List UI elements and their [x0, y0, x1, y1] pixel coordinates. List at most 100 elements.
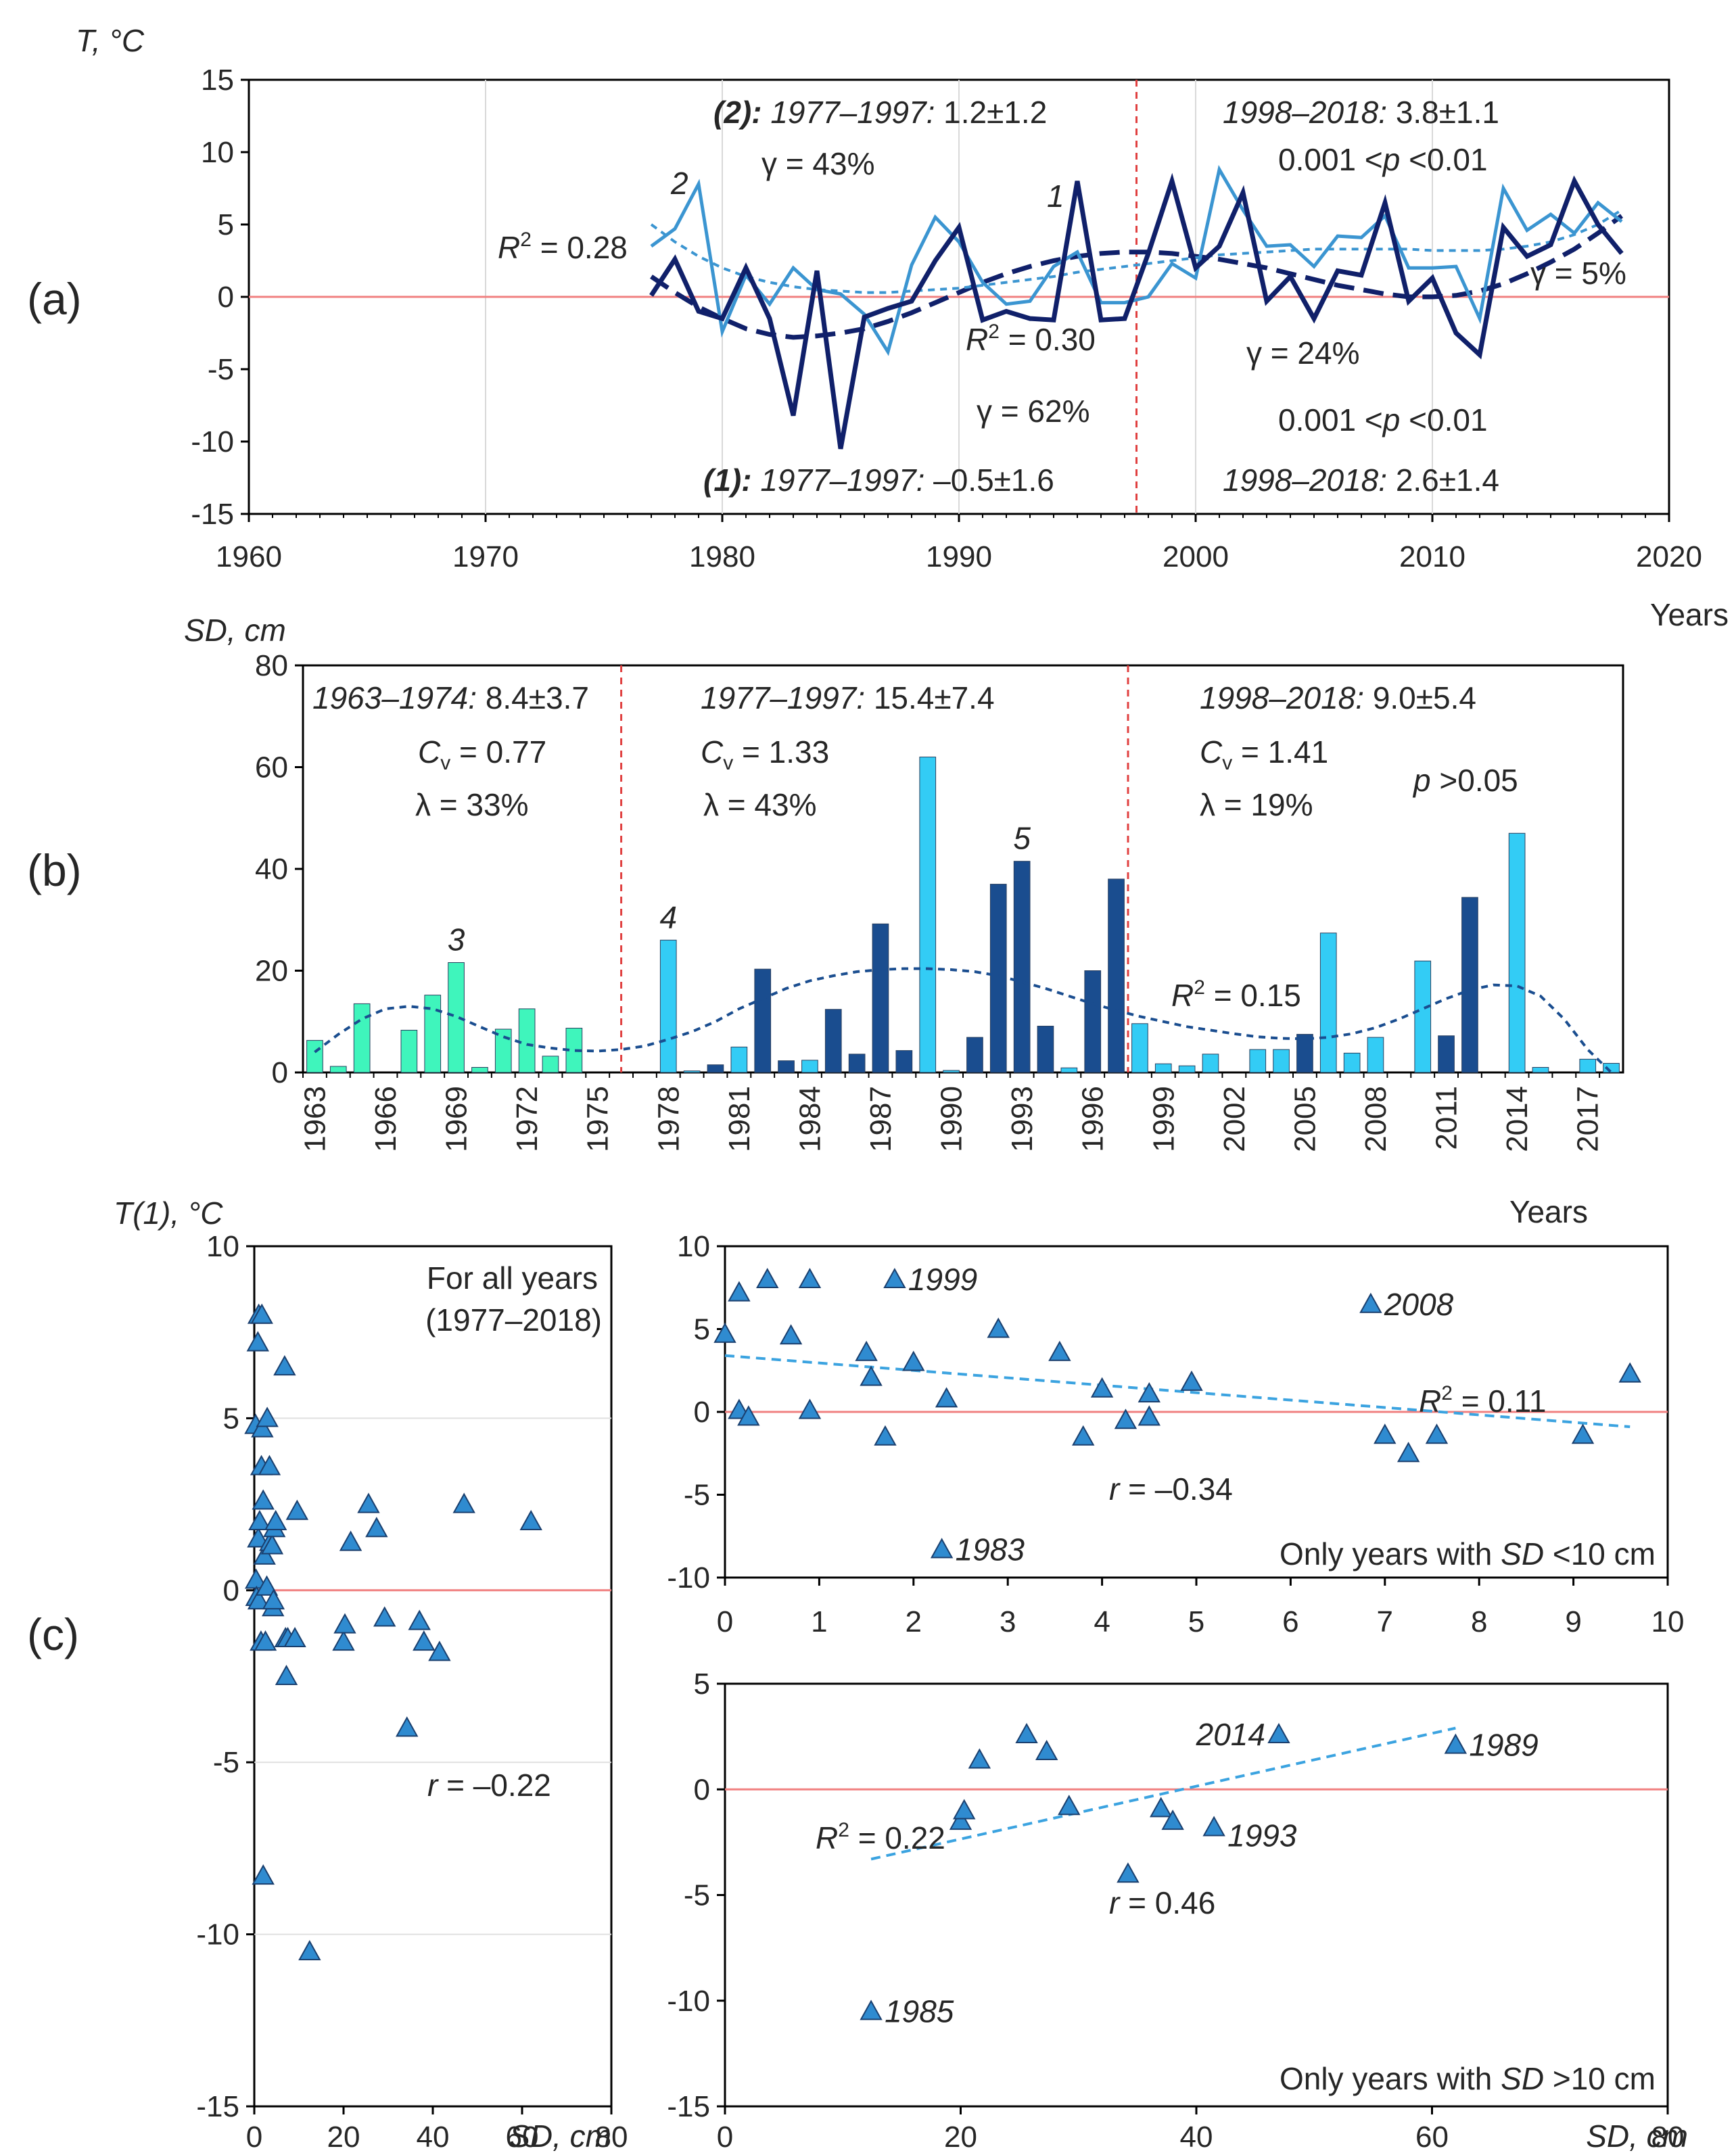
bar-1988: [895, 1050, 913, 1073]
panel-b-ylabel: SD, cm: [184, 613, 286, 648]
panel-c1-xtick-label: 40: [417, 2121, 450, 2153]
point-label-1985: 1985: [885, 1993, 954, 2029]
series-1-trend-line: [650, 214, 1624, 340]
panel-c3-xlabel: SD, cm: [1586, 2119, 1688, 2153]
bar-1993: [1013, 861, 1031, 1073]
scatter-point: [365, 1517, 388, 1538]
scatter-point: [332, 1630, 355, 1651]
scatter-point: [1267, 1722, 1290, 1743]
series-2-period1-gamma: γ = 43%: [761, 146, 875, 181]
scatter-point: [1090, 1377, 1114, 1398]
bar-2000: [1178, 1065, 1196, 1073]
ytick-label: 5: [694, 1667, 710, 1701]
panel-c1-title-line1: For all years: [427, 1260, 598, 1296]
panel-c1-ytick-label: -5: [213, 1746, 239, 1779]
xtick-label: 8: [1471, 1605, 1487, 1638]
series-1-r2: R2 = 0.30: [966, 321, 1096, 357]
scatter-point: [860, 2000, 883, 2020]
bar-1981: [730, 1046, 748, 1073]
scatter-point: [1618, 1362, 1641, 1383]
panel-b-xtick-label: 2002: [1218, 1086, 1251, 1152]
panel-c1-gridlines: [254, 1417, 611, 1935]
panel-b-xtick-label: 1972: [511, 1086, 544, 1152]
panel-b-xtick-label: 1966: [369, 1086, 402, 1152]
period2-header: 1977–1997: 15.4±7.4: [701, 680, 995, 715]
scatter-point: [860, 1365, 883, 1386]
scatter-point: [1015, 1722, 1038, 1743]
scatter-point: [1374, 1423, 1397, 1444]
scatter-point: [262, 1589, 285, 1610]
scatter-point: [713, 1322, 736, 1343]
panel-b-trend-line: [314, 967, 1612, 1074]
ytick-label: -15: [667, 2090, 710, 2123]
panel-c3-trend-line: [870, 1726, 1456, 1861]
ytick-label: -5: [684, 1879, 710, 1912]
scatter-point: [408, 1609, 431, 1630]
bar-series-label-5: 5: [1013, 821, 1031, 856]
scatter-point: [250, 1303, 273, 1324]
point-label-2008: 2008: [1384, 1287, 1454, 1322]
xtick-label: 3: [1000, 1605, 1016, 1638]
panel-a-ytick-label: 10: [201, 136, 234, 169]
scatter-point: [255, 1575, 279, 1596]
series-2-period2-header: 1998–2018: 3.8±1.1: [1223, 95, 1499, 130]
series-2-period1-header: (2): 1977–1997: 1.2±1.2: [713, 95, 1047, 130]
ytick-label: -5: [684, 1479, 710, 1512]
scatter-point: [728, 1281, 751, 1302]
series-1-period2-p: 0.001 <p <0.01: [1278, 402, 1488, 437]
panel-b-xtick-label: 1975: [582, 1086, 615, 1152]
scatter-point: [1180, 1370, 1203, 1391]
bar-1971: [494, 1028, 512, 1073]
scatter-point: [883, 1267, 906, 1288]
panel-b-xtick-label: 1981: [723, 1086, 756, 1152]
ytick-label: 0: [694, 1773, 710, 1806]
point-label-2014: 2014: [1196, 1717, 1265, 1752]
bar-1983: [778, 1060, 795, 1073]
bar-2015: [1532, 1067, 1549, 1073]
bar-2010: [1414, 960, 1432, 1073]
panel-c1-xtick-label: 60: [506, 2121, 539, 2153]
scatter-point: [339, 1530, 362, 1551]
panel-b-ytick-label: 0: [272, 1056, 288, 1089]
bar-series-label-3: 3: [448, 922, 465, 957]
panel-b-xtick-label: 1963: [298, 1086, 331, 1152]
period2-cv: Cv = 1.33: [701, 734, 829, 774]
period3-p: p >0.05: [1412, 763, 1518, 798]
scatter-point: [935, 1387, 958, 1408]
point-label-1989: 1989: [1469, 1728, 1538, 1763]
bar-1980: [707, 1064, 724, 1073]
panel-a-xtick-label: 2000: [1163, 540, 1229, 573]
panel-c3-points: [860, 1722, 1468, 2020]
ytick-label: 10: [677, 1230, 710, 1263]
panel-c2-point-labels: 1999 2008 1983: [908, 1262, 1454, 1567]
scatter-point: [256, 1406, 279, 1427]
xtick-label: 60: [1415, 2121, 1449, 2153]
bar-1992: [989, 884, 1007, 1073]
panel-c1-ytick-label: -10: [196, 1918, 239, 1951]
scatter-point: [949, 1809, 972, 1830]
scatter-point: [1425, 1423, 1449, 1444]
bar-1997: [1108, 878, 1125, 1073]
panel-b-xtick-label: 2005: [1288, 1086, 1321, 1152]
scatter-point: [756, 1267, 779, 1288]
point-label-1983: 1983: [956, 1532, 1025, 1567]
xtick-label: 2: [906, 1605, 922, 1638]
point-label-1999: 1999: [908, 1262, 977, 1297]
bar-1998: [1131, 1023, 1148, 1073]
period3-header: 1998–2018: 9.0±5.4: [1200, 680, 1476, 715]
period3-cv: Cv = 1.41: [1200, 734, 1328, 774]
scatter-point: [285, 1499, 309, 1520]
series-2-period2-gamma: γ = 5%: [1530, 256, 1626, 291]
panel-b-ticks: 80 60 40 20 0 1963 1966 1969 1972 1975 1978 1981 198…: [255, 649, 1605, 1152]
panel-c1-plot-area: [253, 1245, 613, 2108]
panel-a-xtick-label: 2020: [1636, 540, 1702, 573]
panel-a-ticks: 1960 1970 1980 1990 2000 2010 2020 15 10 5 0 -5 -10 -…: [191, 64, 1702, 573]
scatter-point: [968, 1748, 991, 1769]
panel-c1-ytick-label: 0: [223, 1574, 239, 1607]
panel-b-xtick-label: 1969: [440, 1086, 473, 1152]
panel-c1-points: [244, 1303, 542, 1961]
panel-c3-ticks: 50-5-10-150 20 40 60 80: [667, 1667, 1684, 2153]
